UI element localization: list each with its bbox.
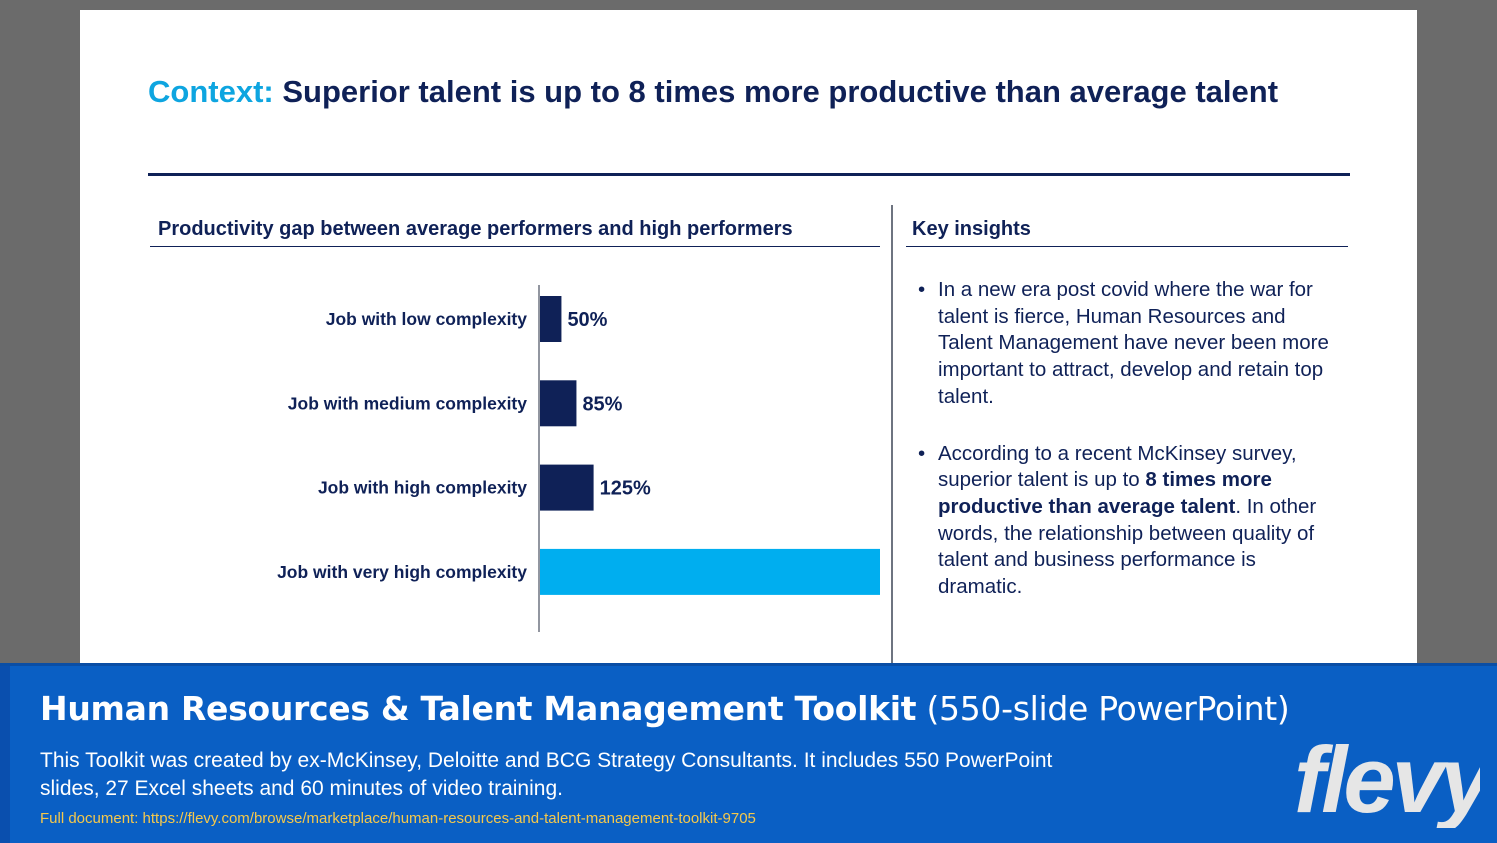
bar [540,380,577,427]
insight-text: . In other words, the relationship betwe… [938,494,1317,599]
category-label: Job with low complexity [326,309,528,329]
chart-heading-rule [150,246,880,247]
title-divider [148,173,1350,176]
footer-title-bold: Human Resources & Talent Management Tool… [40,689,917,728]
flevy-logo-text: flevy [1294,728,1480,828]
slide: Context: Superior talent is up to 8 time… [80,10,1417,665]
data-label: 125% [600,478,651,500]
insight-emphasis: 8 times more productive than average tal… [938,468,1272,518]
insights-heading: Key insights [912,218,1031,240]
footer-document-link[interactable]: Full document: https://flevy.com/browse/… [40,810,756,827]
bar [540,548,880,595]
category-label: Job with high complexity [318,478,527,498]
insight-text: In a new era post covid where the war fo… [938,278,1329,408]
bar [540,296,562,342]
insight-item: • According to a recent McKinsey survey, … [918,441,1338,601]
vertical-divider [891,205,893,665]
chart-heading: Productivity gap between average perform… [158,218,793,240]
footer-title: Human Resources & Talent Management Tool… [40,689,1290,728]
category-label: Job with very high complexity [277,562,527,582]
bullet-icon: • [918,278,926,301]
bar-chart: Job with low complexity 50% Job with mediu… [277,285,880,632]
footer-top-rule [0,663,1497,666]
insights-list: • In a new era post covid where the war f… [918,277,1338,631]
insights-heading-rule [906,246,1348,247]
slide-title: Context: Superior talent is up to 8 time… [148,72,1288,112]
bar [540,464,594,511]
footer-side-band [0,666,10,843]
category-label: Job with medium complexity [288,393,527,413]
footer-title-light: (550-slide PowerPoint) [926,689,1290,728]
flevy-logo[interactable]: flevy [1290,728,1480,828]
title-text: Superior talent is up to 8 times more pr… [282,74,1279,109]
data-label: 50% [567,309,607,331]
insight-item: • In a new era post covid where the war f… [918,277,1338,411]
footer-banner: Human Resources & Talent Management Tool… [0,663,1497,843]
data-label: 85% [582,393,622,415]
bullet-icon: • [918,441,926,465]
insight-text: According to a recent McKinsey survey, s… [938,441,1297,492]
title-prefix: Context: [148,74,274,109]
footer-description: This Toolkit was created by ex-McKinsey,… [40,749,1053,800]
